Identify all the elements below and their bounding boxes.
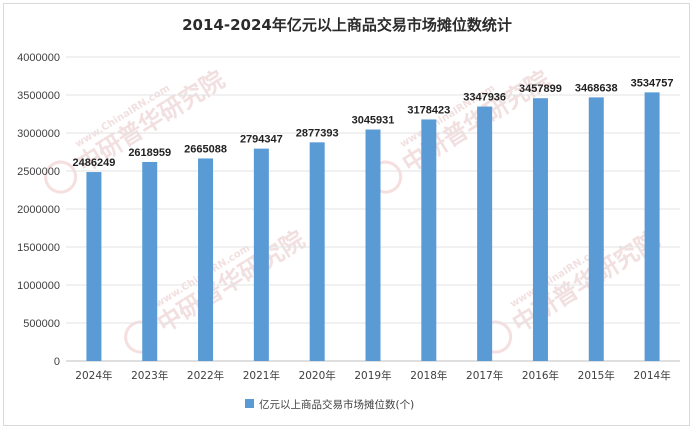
x-tick-label: 2020年 [299, 369, 336, 382]
y-tick-label: 500000 [23, 318, 60, 330]
chart-title: 2014-2024年亿元以上商品交易市场摊位数统计 [182, 16, 512, 34]
data-label: 2665088 [184, 143, 227, 155]
bar [477, 106, 493, 362]
bars [86, 92, 660, 362]
bar [588, 97, 604, 361]
y-tick-label: 4000000 [17, 52, 60, 64]
x-tick-label: 2016年 [522, 369, 559, 382]
y-tick-label: 1500000 [17, 242, 60, 254]
watermark-logo [44, 160, 78, 194]
bar [365, 129, 381, 361]
chart-frame [3, 3, 690, 426]
y-tick-label: 2500000 [17, 166, 60, 178]
x-tick-label: 2018年 [410, 369, 447, 382]
y-axis-ticks: 0 500000 1000000 1500000 2000000 2500000 30000… [17, 52, 60, 368]
x-tick-label: 2014年 [633, 369, 670, 382]
data-label: 3178423 [407, 104, 450, 116]
x-tick-label: 2023年 [131, 369, 168, 382]
bar [421, 119, 437, 361]
data-label: 3347936 [463, 92, 506, 104]
data-label: 2486249 [72, 157, 115, 169]
data-label: 2877393 [296, 127, 339, 139]
data-labels: 2486249 2618959 2665088 2794347 2877393 30459… [72, 77, 673, 169]
y-tick-label: 3000000 [17, 128, 60, 140]
y-tick-label: 3500000 [17, 90, 60, 102]
bar [86, 172, 102, 361]
legend: 亿元以上商品交易市场摊位数(个) [245, 398, 414, 411]
bar [532, 98, 548, 361]
watermark-cn-text: 中研普华研究院 [507, 225, 664, 338]
bar [309, 142, 325, 361]
y-tick-label: 0 [54, 356, 60, 368]
x-tick-label: 2024年 [75, 369, 112, 382]
bar [198, 158, 214, 361]
data-label: 3534757 [631, 77, 674, 89]
x-tick-label: 2017年 [466, 369, 503, 382]
y-tick-label: 2000000 [17, 204, 60, 216]
bar [142, 161, 158, 361]
x-tick-label: 2021年 [243, 369, 280, 382]
y-tick-label: 1000000 [17, 280, 60, 292]
data-label: 3045931 [352, 115, 395, 127]
data-label: 2618959 [128, 147, 171, 159]
x-tick-label: 2022年 [187, 369, 224, 382]
data-label: 3457899 [519, 83, 562, 95]
watermark-cn-text: 中研普华研究院 [152, 225, 309, 338]
legend-label: 亿元以上商品交易市场摊位数(个) [259, 398, 414, 411]
data-label: 2794347 [240, 134, 283, 146]
x-tick-label: 2015年 [578, 369, 615, 382]
data-label: 3468638 [575, 82, 618, 94]
bar [253, 148, 269, 361]
x-tick-label: 2019年 [354, 369, 391, 382]
legend-swatch [245, 399, 254, 408]
bar [644, 92, 660, 362]
x-axis-ticks: 2024年 2023年 2022年 2021年 2020年 2019年 2018年 2017年… [75, 369, 670, 382]
